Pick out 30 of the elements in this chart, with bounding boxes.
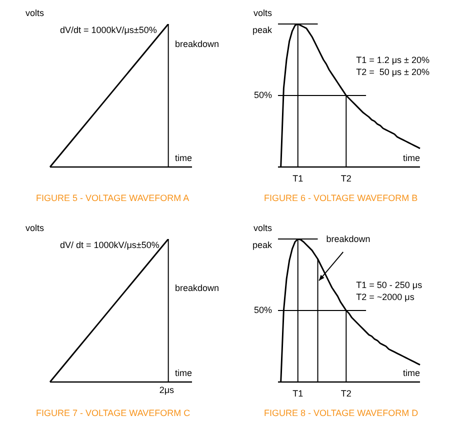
x-axis-title: time	[402, 368, 420, 379]
annotation: breakdown	[174, 39, 219, 50]
x-axis-title: time	[402, 153, 420, 164]
annotation: breakdown	[174, 283, 219, 294]
annotation: dV/ dt = 1000kV/μs±50%	[60, 240, 160, 252]
annotation: breakdown	[326, 234, 370, 246]
text: FIGURE 6 - VOLTAGE WAVEFORM B	[264, 193, 418, 204]
y-axis-title: volts	[25, 8, 44, 19]
annotation: T1 = 50 - 250 μs	[356, 280, 422, 292]
y-axis-title: volts	[253, 223, 272, 234]
y-axis-title: volts	[253, 8, 272, 19]
text: FIGURE 8 - VOLTAGE WAVEFORM D	[264, 408, 418, 419]
x-axis-title: time	[174, 153, 192, 164]
text: FIGURE 7 - VOLTAGE WAVEFORM C	[36, 408, 190, 419]
x-axis-title: time	[174, 368, 192, 379]
ref-line-label: 50%	[254, 304, 272, 316]
y-axis-title: volts	[25, 223, 44, 234]
ref-line-label: peak	[252, 25, 272, 36]
x-tick-label: T1	[292, 388, 304, 398]
text: FIGURE 5 - VOLTAGE WAVEFORM A	[36, 193, 190, 204]
annotation: T1 = 1.2 μs ± 20%	[356, 55, 430, 66]
x-tick-label: T2	[340, 173, 352, 184]
annotation: T2 = ~2000 μs	[356, 292, 414, 303]
ref-line-label: 50%	[254, 90, 272, 100]
annotation: T2 = 50 μs ± 20%	[356, 66, 430, 78]
x-tick-label: T2	[340, 388, 352, 398]
annotation: dV/dt = 1000kV/μs±50%	[60, 25, 157, 36]
x-tick-label: T1	[292, 173, 304, 184]
ref-line-label: peak	[252, 240, 272, 251]
text: 2μs	[159, 384, 174, 396]
